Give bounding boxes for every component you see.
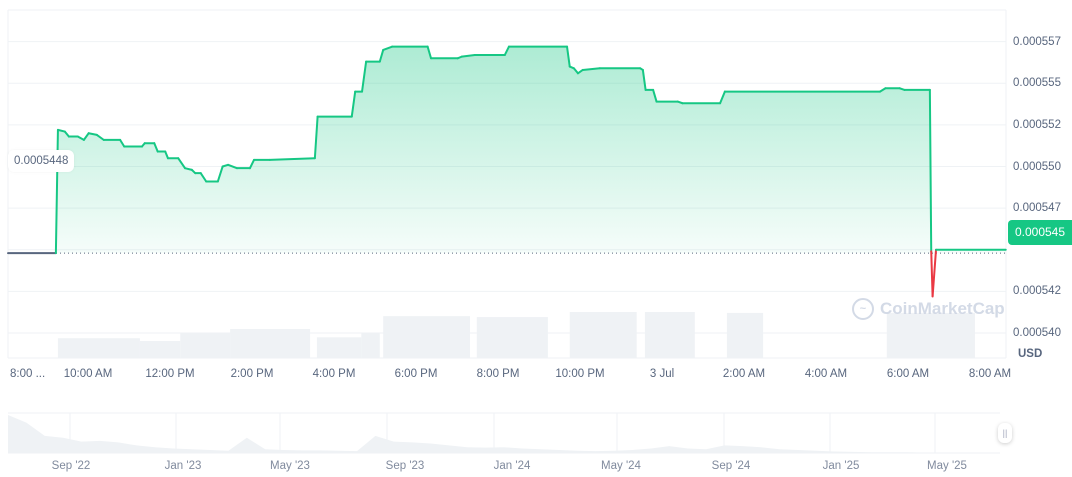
price-line-segment: [248, 158, 256, 170]
x-tick-label: 6:00 PM: [394, 368, 438, 380]
price-line-segment: [177, 157, 187, 170]
x-tick-label: 12:00 PM: [145, 368, 195, 380]
x-tick-label: 8:00 PM: [476, 368, 520, 380]
price-line-segment: [313, 115, 319, 160]
price-line-segment: [878, 87, 887, 93]
open-price-label: 0.0005448: [8, 150, 75, 172]
price-line-segment: [426, 45, 433, 60]
coinmarketcap-watermark: ~ CoinMarketCap: [852, 298, 1005, 320]
y-tick-label: 0.000555: [1013, 77, 1061, 90]
navigator-handle[interactable]: ||: [998, 423, 1012, 443]
price-line-segment: [164, 150, 169, 160]
price-line-segment: [82, 132, 90, 141]
watermark-text: CoinMarketCap: [880, 299, 1005, 318]
y-tick-label: 0.000540: [1013, 327, 1061, 340]
price-area-fill: [8, 46, 1006, 254]
price-line-segment: [199, 172, 208, 183]
price-line-segment: [503, 45, 510, 56]
navigator-tick-label: Sep '23: [385, 460, 425, 472]
price-line-segment: [76, 135, 85, 141]
price-line-segment: [87, 132, 98, 136]
x-tick-label: 2:00 AM: [722, 368, 766, 380]
price-line-segment: [227, 163, 238, 170]
navigator[interactable]: [8, 412, 1000, 454]
navigator-tick-label: Jan '25: [822, 460, 860, 472]
price-line-segment: [216, 165, 224, 183]
x-tick-label: 6:00 AM: [886, 368, 930, 380]
price-line-segment: [153, 142, 159, 153]
price-line-segment: [361, 60, 368, 93]
current-price-badge: 0.000545: [1008, 220, 1072, 245]
volume-bar: [644, 312, 695, 358]
price-line-segment: [641, 68, 647, 91]
price-line-segment: [566, 45, 571, 68]
navigator-history-area: [8, 415, 1000, 453]
price-line-segment: [460, 53, 476, 58]
volume-bar: [180, 333, 231, 358]
price-line-segment: [63, 130, 70, 138]
price-line-segment: [378, 48, 385, 63]
y-tick-label: 0.000542: [1013, 285, 1061, 298]
price-line-segment: [184, 167, 193, 171]
price-line-segment: [268, 157, 316, 161]
price-line-segment: [652, 88, 658, 103]
x-tick-label: 10:00 AM: [63, 368, 113, 380]
currency-label: USD: [1018, 348, 1043, 360]
volume-bar: [230, 329, 311, 358]
volume-bars: [57, 312, 975, 358]
price-line-segment: [382, 45, 394, 51]
y-tick-label: 0.000552: [1013, 118, 1061, 131]
price-line-segment: [931, 248, 938, 298]
x-tick-label: 3 Jul: [649, 368, 675, 380]
navigator-tick-label: May '23: [270, 460, 310, 472]
navigator-tick-label: May '25: [927, 460, 967, 472]
volume-bar: [316, 337, 362, 358]
volume-bar: [569, 312, 637, 358]
volume-bar: [139, 340, 181, 358]
price-line-segment: [572, 67, 579, 75]
volume-bar: [726, 312, 764, 358]
x-tick-label: 8:00 AM: [968, 368, 1012, 380]
price-line-segment: [119, 138, 126, 148]
price-area: [7, 45, 1007, 298]
price-line-segment: [928, 88, 933, 253]
navigator-tick-label: Jan '23: [164, 460, 202, 472]
volume-bar: [476, 317, 548, 358]
x-tick-label: 4:00 PM: [312, 368, 356, 380]
y-tick-label: 0.000557: [1013, 35, 1061, 48]
volume-bar: [361, 332, 380, 358]
y-tick-label: 0.000547: [1013, 202, 1061, 215]
x-tick-label: 8:00 ...: [10, 368, 46, 380]
navigator-tick-label: Sep '24: [711, 460, 751, 472]
volume-bar: [383, 316, 470, 358]
volume-bar: [886, 312, 975, 358]
coinmarketcap-logo-icon: ~: [852, 298, 874, 320]
price-line-segment: [350, 90, 357, 118]
x-tick-label: 2:00 PM: [230, 368, 274, 380]
price-line-segment: [56, 128, 66, 133]
navigator-tick-label: Jan '24: [493, 460, 531, 472]
y-tick-label: 0.000550: [1013, 160, 1061, 173]
navigator-tick-label: Sep '22: [51, 460, 91, 472]
volume-bar: [57, 338, 140, 358]
price-line-segment: [581, 67, 601, 71]
x-tick-label: 4:00 AM: [804, 368, 848, 380]
price-line-segment: [719, 90, 726, 105]
x-tick-label: 10:00 PM: [555, 368, 605, 380]
price-line-segment: [95, 133, 105, 141]
navigator-tick-label: May '24: [601, 460, 641, 472]
